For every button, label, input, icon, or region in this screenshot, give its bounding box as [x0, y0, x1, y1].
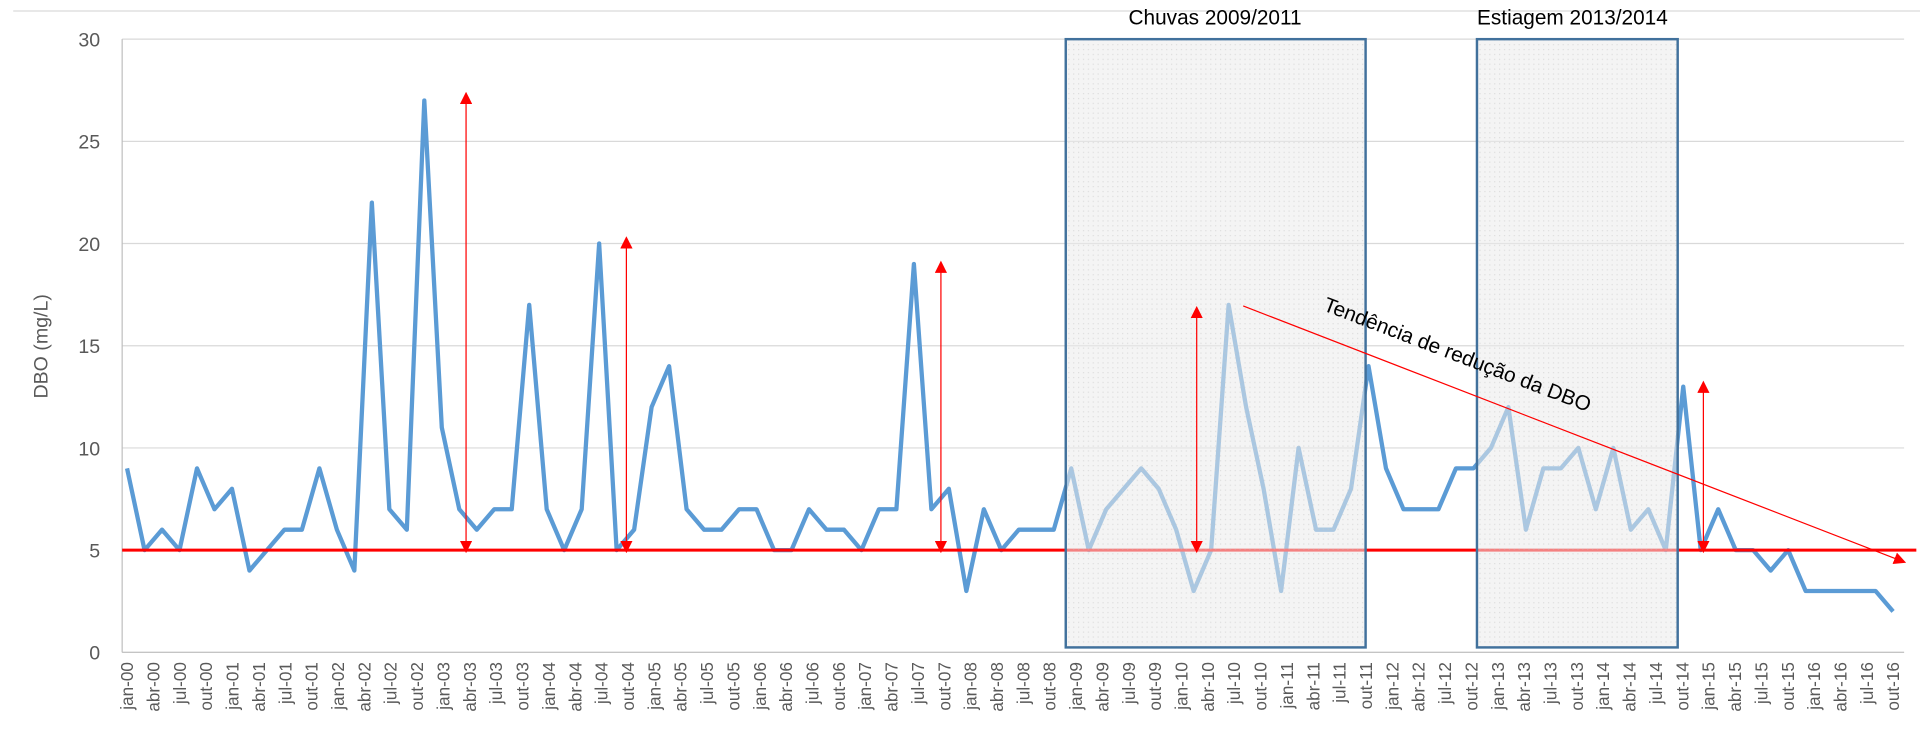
x-tick-label: abr-16 — [1830, 662, 1850, 712]
x-tick-label: abr-13 — [1514, 662, 1534, 712]
x-tick-label: jul-09 — [1119, 662, 1139, 705]
x-tick-label: abr-02 — [354, 662, 374, 712]
y-tick-label: 20 — [78, 234, 100, 256]
x-tick-label: abr-11 — [1303, 662, 1323, 710]
x-tick-label: jan-01 — [223, 662, 243, 711]
x-tick-label: jul-15 — [1751, 662, 1771, 705]
x-tick-label: jan-00 — [117, 662, 137, 711]
x-tick-label: jan-06 — [750, 662, 770, 711]
x-tick-label: jan-12 — [1382, 662, 1402, 711]
x-tick-label: out-16 — [1883, 662, 1903, 711]
y-tick-label: 10 — [78, 438, 100, 460]
x-tick-label: out-02 — [407, 662, 427, 711]
x-tick-label: abr-10 — [1198, 662, 1218, 712]
x-tick-label: out-03 — [513, 662, 533, 711]
x-tick-label: out-01 — [302, 662, 322, 711]
x-tick-label: jan-14 — [1593, 662, 1613, 711]
x-tick-label: out-10 — [1251, 662, 1271, 711]
x-tick-label: jul-05 — [697, 662, 717, 705]
x-tick-label: out-13 — [1567, 662, 1587, 711]
x-tick-label: jul-12 — [1435, 662, 1455, 705]
x-tick-label: jan-02 — [328, 662, 348, 711]
x-tick-label: jul-16 — [1857, 662, 1877, 705]
x-tick-label: out-09 — [1145, 662, 1165, 711]
x-tick-label: jul-01 — [275, 662, 295, 705]
annotation: Estiagem 2013/2014 — [1477, 6, 1668, 29]
x-tick-label: jul-11 — [1330, 662, 1350, 704]
x-tick-label: jan-09 — [1066, 662, 1086, 711]
x-tick-label: out-07 — [934, 662, 954, 711]
y-tick-label: 15 — [78, 336, 100, 358]
x-tick-label: abr-01 — [249, 662, 269, 712]
x-tick-label: jul-02 — [381, 662, 401, 705]
x-tick-label: jan-05 — [644, 662, 664, 711]
x-tick-label: jan-08 — [961, 662, 981, 711]
x-tick-label: jan-03 — [433, 662, 453, 711]
highlight-box — [1475, 37, 1679, 649]
x-tick-label: jan-11 — [1277, 662, 1297, 709]
x-tick-label: jan-13 — [1488, 662, 1508, 711]
trend-arrow — [1242, 305, 1907, 565]
x-tick-label: abr-12 — [1409, 662, 1429, 712]
highlight-box — [1064, 37, 1367, 649]
x-tick-label: out-06 — [829, 662, 849, 711]
y-tick-label: 0 — [89, 643, 100, 665]
x-tick-label: jul-14 — [1646, 662, 1666, 705]
x-tick-label: jul-10 — [1224, 662, 1244, 705]
y-tick-label: 30 — [78, 30, 100, 52]
x-tick-label: out-11 — [1356, 662, 1376, 709]
x-tick-label: jan-16 — [1804, 662, 1824, 711]
x-tick-label: out-00 — [196, 662, 216, 711]
x-tick-label: abr-00 — [144, 662, 164, 712]
y-tick-label: 5 — [89, 540, 100, 562]
x-tick-label: jan-07 — [855, 662, 875, 711]
x-tick-label: jul-00 — [170, 662, 190, 705]
x-tick-label: abr-03 — [460, 662, 480, 712]
x-tick-label: abr-04 — [565, 662, 585, 712]
x-tick-label: out-15 — [1778, 662, 1798, 711]
x-tick-label: abr-07 — [882, 662, 902, 712]
x-tick-label: abr-09 — [1092, 662, 1112, 712]
x-tick-label: jul-03 — [486, 662, 506, 705]
x-tick-label: out-05 — [723, 662, 743, 711]
x-tick-label: abr-06 — [776, 662, 796, 712]
x-tick-label: out-08 — [1040, 662, 1060, 711]
x-tick-label: out-04 — [618, 662, 638, 711]
x-tick-label: jan-04 — [539, 662, 559, 711]
x-tick-label: abr-15 — [1725, 662, 1745, 712]
x-tick-label: out-14 — [1672, 662, 1692, 711]
x-tick-label: jul-06 — [802, 662, 822, 705]
x-tick-label: abr-08 — [987, 662, 1007, 712]
y-tick-label: 25 — [78, 132, 100, 154]
x-tick-label: jul-08 — [1013, 662, 1033, 705]
x-tick-label: jul-07 — [908, 662, 928, 705]
x-tick-label: jan-15 — [1699, 662, 1719, 711]
x-tick-label: out-12 — [1461, 662, 1481, 711]
x-tick-label: abr-05 — [671, 662, 691, 712]
x-tick-label: jul-04 — [592, 662, 612, 705]
y-axis-label: DBO (mg/L) — [31, 294, 53, 398]
x-tick-label: abr-14 — [1620, 662, 1640, 712]
x-tick-label: jan-10 — [1172, 662, 1192, 711]
annotation: Chuvas 2009/2011 — [1129, 6, 1302, 29]
x-tick-label: jul-13 — [1541, 662, 1561, 705]
